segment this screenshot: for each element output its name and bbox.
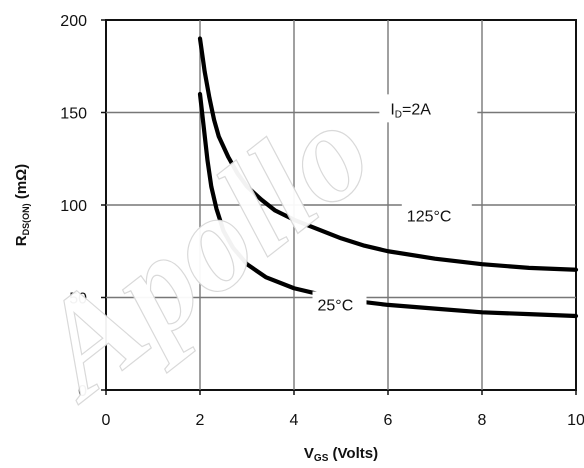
y-tick-label: 150	[60, 106, 87, 123]
plot-layer	[101, 19, 577, 395]
y-axis-label-sub: DS(ON)	[21, 203, 31, 235]
y-tick-label: 0	[78, 383, 87, 400]
y-tick-label: 50	[69, 291, 87, 308]
id-annotation: ID=2A	[390, 101, 431, 120]
x-axis-label: VGS (Volts)	[304, 445, 378, 464]
x-tick-label: 2	[196, 412, 205, 429]
x-tick-label: 8	[478, 412, 487, 429]
y-axis-label: RDS(ON) (mΩ)	[13, 164, 31, 246]
x-axis-label-suffix: (Volts)	[328, 445, 378, 462]
x-tick-label: 0	[102, 412, 111, 429]
x-axis-label-sub: GS	[314, 453, 329, 464]
x-tick-label: 4	[290, 412, 299, 429]
series-layer	[197, 36, 579, 319]
y-tick-label: 200	[60, 13, 87, 30]
id-annotation-sub: D	[395, 109, 402, 120]
y-tick-label: 100	[60, 198, 87, 215]
label-25c: 25°C	[318, 297, 354, 314]
label-125c-background	[401, 202, 472, 228]
series-125c	[197, 36, 579, 272]
label-125c: 125°C	[407, 209, 452, 226]
series-25c	[197, 91, 579, 319]
label-25c-background	[312, 291, 367, 317]
id-annotation-suffix: =2A	[402, 101, 431, 118]
x-tick-label: 10	[567, 412, 584, 429]
y-axis-label-main: R	[13, 235, 30, 246]
x-tick-label: 6	[384, 412, 393, 429]
id-annotation-main: I	[390, 101, 394, 118]
x-axis-label-main: V	[304, 445, 314, 462]
id-label-background	[379, 94, 478, 123]
y-axis-label-suffix: (mΩ)	[13, 164, 30, 204]
